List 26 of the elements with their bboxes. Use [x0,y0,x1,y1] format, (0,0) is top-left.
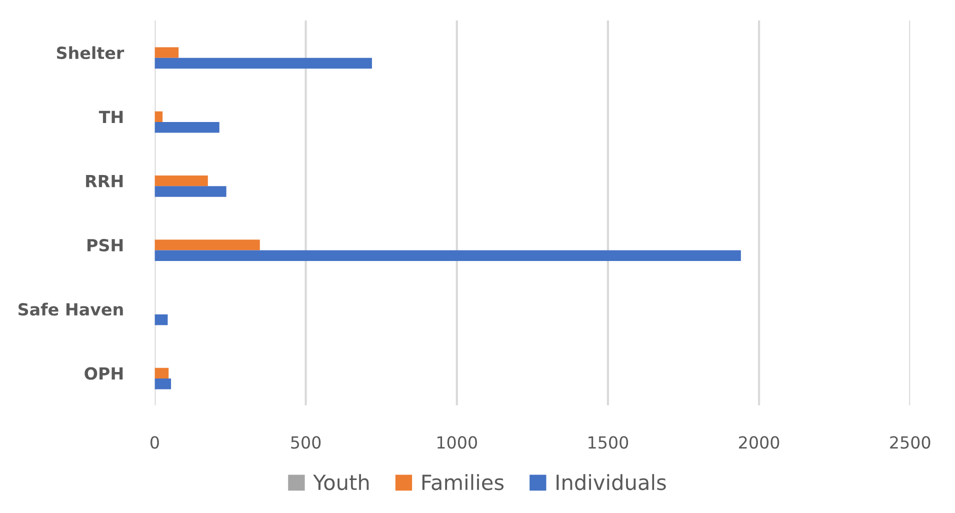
bar [154,240,260,250]
legend-label: Individuals [556,474,666,490]
legend-label: Youth [313,474,369,490]
bar [154,58,372,69]
y-tick-label: Safe Haven [18,302,123,316]
legend-label: Families [422,474,504,490]
x-tick-label: 0 [150,436,159,449]
bar [154,378,172,390]
bar [154,250,741,261]
bar [154,122,220,133]
bar [154,186,226,197]
bar [154,47,179,58]
x-tick-label: 1000 [437,436,477,449]
y-tick-label: RRH [86,175,123,188]
x-tick-label: 1500 [588,436,628,449]
bar [154,314,168,326]
x-tick-label: 2500 [890,436,930,449]
y-tick-label: TH [98,110,123,124]
bar [154,111,163,122]
x-tick-label: 2000 [739,436,780,449]
x-tick-label: 500 [291,436,321,449]
y-tick-label: PSH [88,238,123,252]
bar [154,368,169,379]
y-tick-label: Shelter [56,46,124,60]
bar [154,175,208,186]
y-tick-label: OPH [84,367,123,380]
